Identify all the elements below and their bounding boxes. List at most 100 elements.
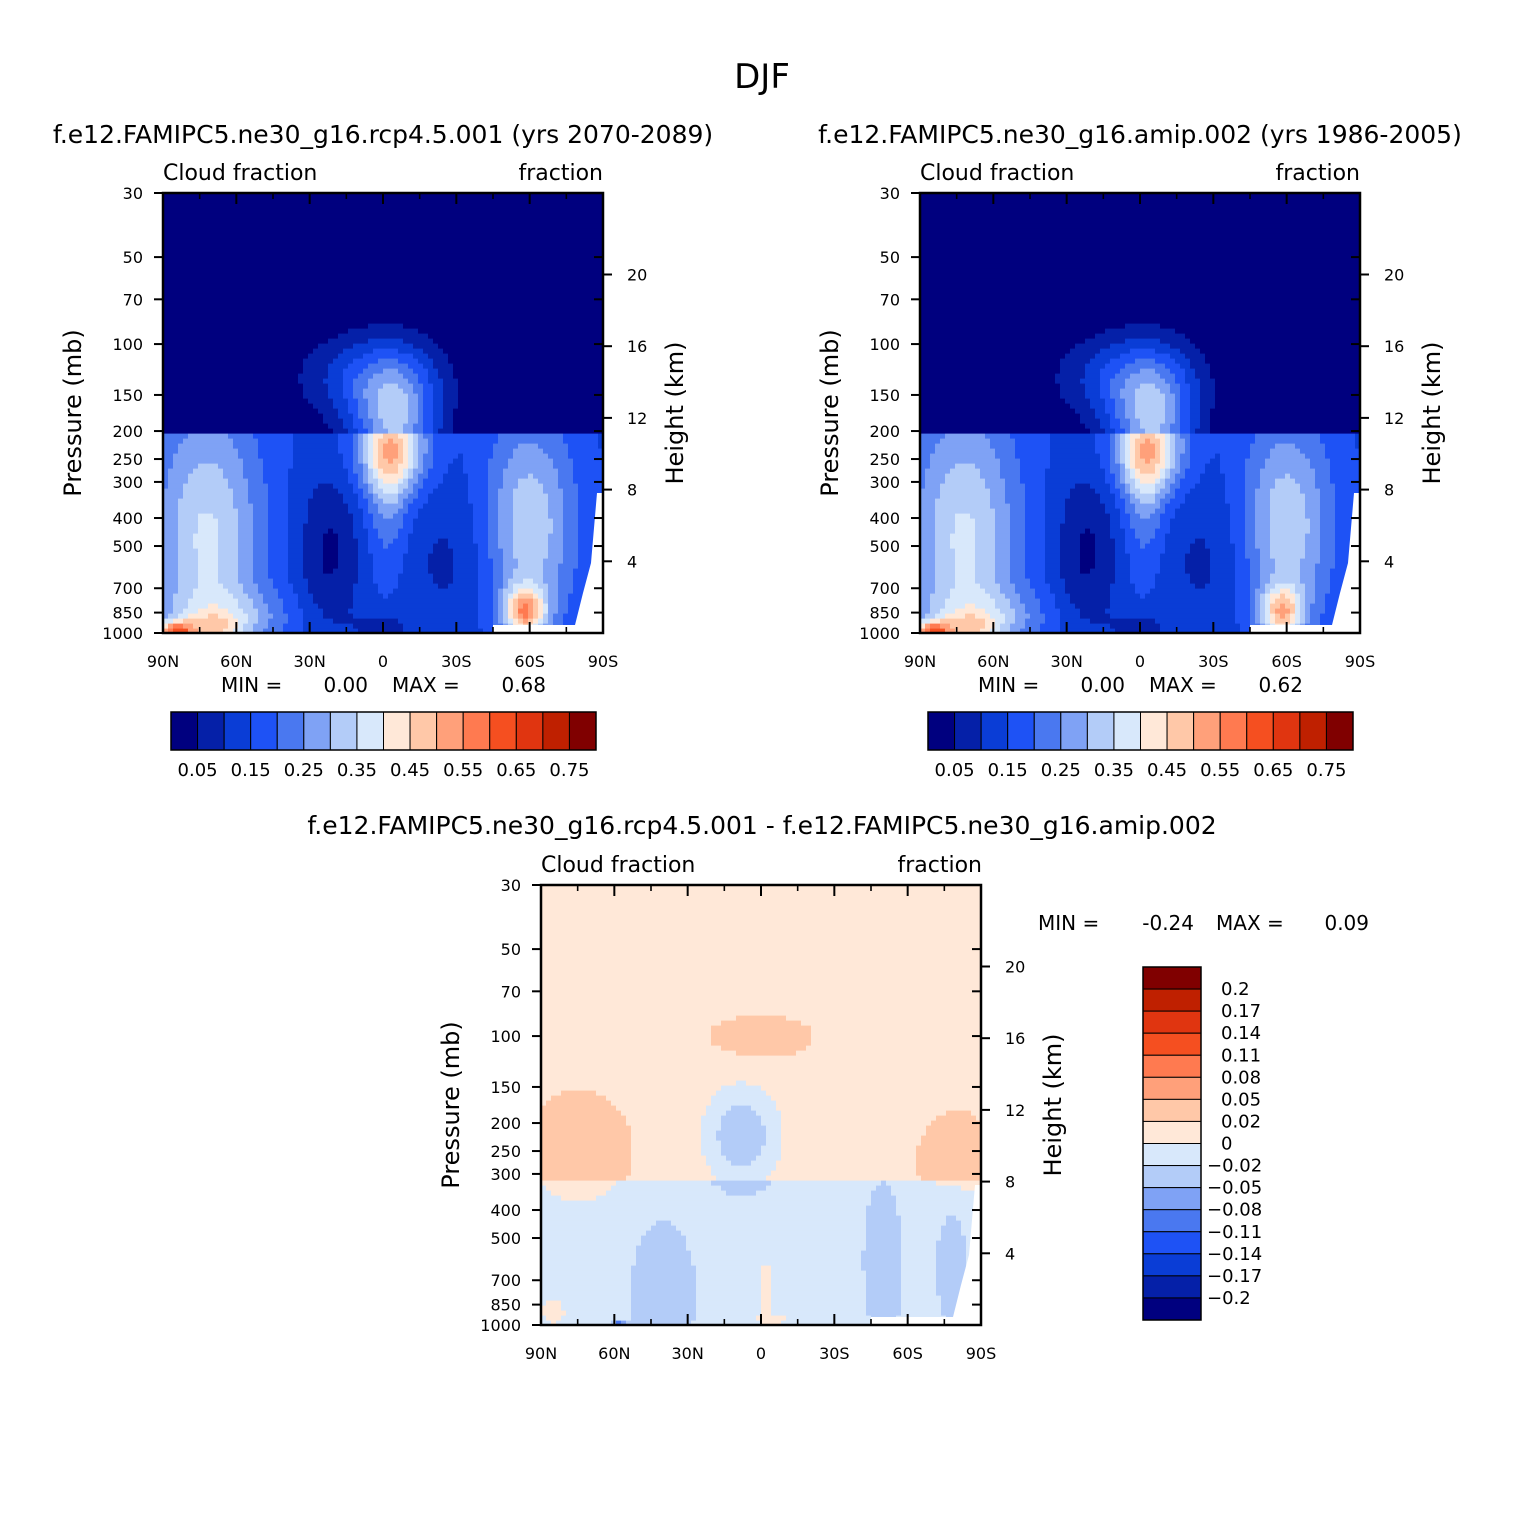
contour-cell xyxy=(178,583,184,589)
contour-cell xyxy=(233,233,239,239)
contour-cell xyxy=(258,553,264,559)
contour-cell xyxy=(243,528,249,534)
contour-cell xyxy=(238,413,244,419)
contour-cell xyxy=(368,328,374,334)
contour-cell xyxy=(263,318,269,324)
contour-cell xyxy=(328,358,334,364)
contour-cell xyxy=(188,608,194,614)
contour-cell xyxy=(358,438,364,444)
contour-cell xyxy=(393,288,399,294)
contour-cell xyxy=(243,393,249,399)
contour-cell xyxy=(333,513,339,519)
contour-cell xyxy=(168,318,174,324)
contour-cell xyxy=(398,398,404,404)
contour-cell xyxy=(433,458,439,464)
contour-cell xyxy=(168,523,174,529)
contour-cell xyxy=(258,603,264,609)
contour-cell xyxy=(438,368,444,374)
contour-cell xyxy=(393,458,399,464)
contour-cell xyxy=(248,263,254,269)
contour-cell xyxy=(368,493,374,499)
contour-cell xyxy=(313,243,319,249)
contour-cell xyxy=(178,448,184,454)
contour-cell xyxy=(288,378,294,384)
contour-cell xyxy=(378,223,384,229)
contour-cell xyxy=(218,498,224,504)
contour-cell xyxy=(343,593,349,599)
contour-cell xyxy=(213,248,219,254)
contour-cell xyxy=(308,468,314,474)
contour-cell xyxy=(313,568,319,574)
contour-cell xyxy=(283,438,289,444)
contour-cell xyxy=(293,553,299,559)
contour-cell xyxy=(228,473,234,479)
contour-cell xyxy=(398,458,404,464)
contour-cell xyxy=(183,388,189,394)
contour-cell xyxy=(418,543,424,549)
contour-cell xyxy=(323,548,329,554)
contour-cell xyxy=(408,563,414,569)
contour-cell xyxy=(288,613,294,619)
contour-cell xyxy=(263,248,269,254)
contour-cell xyxy=(393,388,399,394)
contour-cell xyxy=(213,478,219,484)
contour-cell xyxy=(278,588,284,594)
contour-cell xyxy=(253,333,259,339)
contour-cell xyxy=(313,248,319,254)
contour-cell xyxy=(348,438,354,444)
contour-cell xyxy=(303,563,309,569)
contour-cell xyxy=(333,213,339,219)
contour-cell xyxy=(168,588,174,594)
contour-cell xyxy=(383,473,389,479)
contour-cell xyxy=(393,318,399,324)
contour-cell xyxy=(313,603,319,609)
contour-cell xyxy=(378,508,384,514)
contour-cell xyxy=(378,518,384,524)
contour-cell xyxy=(253,543,259,549)
contour-cell xyxy=(333,218,339,224)
contour-cell xyxy=(428,348,434,354)
contour-cell xyxy=(328,223,334,229)
contour-cell xyxy=(313,278,319,284)
contour-cell xyxy=(398,553,404,559)
contour-cell xyxy=(418,478,424,484)
contour-cell xyxy=(343,353,349,359)
contour-cell xyxy=(168,558,174,564)
contour-cell xyxy=(203,253,209,259)
contour-cell xyxy=(333,478,339,484)
contour-cell xyxy=(308,243,314,249)
contour-cell xyxy=(303,233,309,239)
contour-cell xyxy=(248,528,254,534)
contour-cell xyxy=(388,443,394,449)
contour-cell xyxy=(308,208,314,214)
contour-cell xyxy=(178,273,184,279)
contour-cell xyxy=(328,573,334,579)
contour-cell xyxy=(233,593,239,599)
contour-cell xyxy=(288,223,294,229)
contour-cell xyxy=(393,218,399,224)
contour-cell xyxy=(258,418,264,424)
contour-cell xyxy=(423,478,429,484)
contour-cell xyxy=(323,338,329,344)
contour-cell xyxy=(353,368,359,374)
contour-cell xyxy=(443,453,449,459)
contour-cell xyxy=(383,388,389,394)
contour-cell xyxy=(278,298,284,304)
contour-cell xyxy=(263,198,269,204)
contour-cell xyxy=(353,558,359,564)
contour-cell xyxy=(248,488,254,494)
contour-cell xyxy=(353,243,359,249)
contour-cell xyxy=(223,618,229,624)
contour-cell xyxy=(418,228,424,234)
contour-cell xyxy=(168,303,174,309)
contour-cell xyxy=(443,458,449,464)
contour-cell xyxy=(393,278,399,284)
contour-cell xyxy=(228,623,234,629)
contour-cell xyxy=(208,288,214,294)
contour-cell xyxy=(253,208,259,214)
contour-cell xyxy=(173,388,179,394)
contour-cell xyxy=(288,608,294,614)
contour-cell xyxy=(393,198,399,204)
contour-cell xyxy=(403,518,409,524)
contour-cell xyxy=(308,493,314,499)
